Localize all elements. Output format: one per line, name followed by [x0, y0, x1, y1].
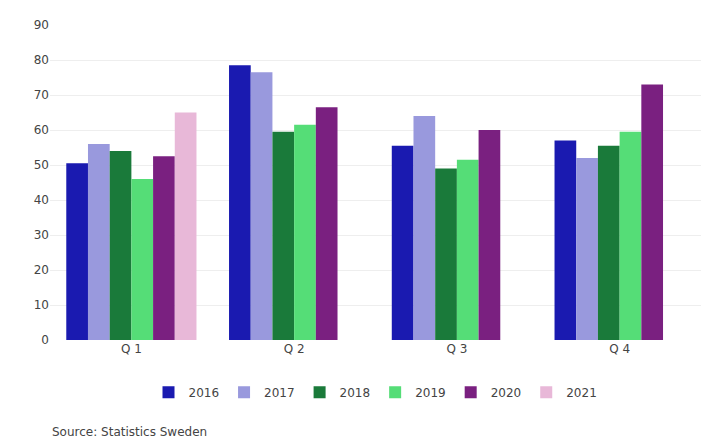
svg-text:2016: 2016: [189, 386, 220, 400]
svg-text:40: 40: [34, 193, 49, 207]
svg-text:30: 30: [34, 228, 49, 242]
svg-text:2018: 2018: [340, 386, 371, 400]
svg-text:60: 60: [34, 123, 49, 137]
svg-text:0: 0: [41, 333, 49, 347]
svg-text:50: 50: [34, 158, 49, 172]
svg-text:Q 1: Q 1: [121, 342, 142, 356]
svg-text:90: 90: [34, 18, 49, 32]
svg-text:70: 70: [34, 88, 49, 102]
svg-text:Q 4: Q 4: [609, 342, 630, 356]
svg-text:2019: 2019: [415, 386, 446, 400]
svg-text:Source: Statistics Sweden: Source: Statistics Sweden: [52, 425, 207, 439]
svg-text:Q 3: Q 3: [446, 342, 467, 356]
svg-text:10: 10: [34, 298, 49, 312]
svg-text:80: 80: [34, 53, 49, 67]
svg-text:2021: 2021: [566, 386, 597, 400]
svg-text:20: 20: [34, 263, 49, 277]
svg-text:Q 2: Q 2: [284, 342, 305, 356]
svg-text:2020: 2020: [491, 386, 522, 400]
svg-text:2017: 2017: [264, 386, 295, 400]
